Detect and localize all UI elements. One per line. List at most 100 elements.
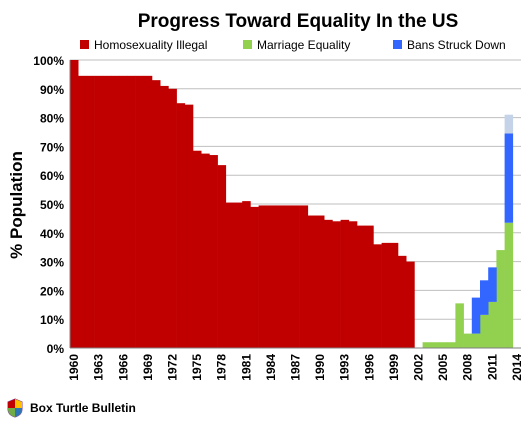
bar-series-3 — [504, 114, 514, 134]
bar-marriage-equality — [422, 342, 432, 348]
x-tick-label: 1966 — [116, 354, 130, 381]
bar-homosexuality-illegal — [176, 103, 186, 348]
bar-homosexuality-illegal — [275, 205, 284, 348]
axes — [69, 60, 521, 349]
x-tick-label: 2008 — [461, 354, 475, 381]
legend-swatch — [393, 40, 402, 49]
bar-homosexuality-illegal — [152, 80, 161, 348]
bar-homosexuality-illegal — [111, 75, 120, 348]
bar-homosexuality-illegal — [316, 215, 325, 348]
bar-homosexuality-illegal — [365, 225, 374, 348]
bar-homosexuality-illegal — [102, 75, 112, 348]
bar-homosexuality-illegal — [127, 75, 136, 348]
y-tick-label: 0% — [47, 342, 65, 356]
bar-homosexuality-illegal — [398, 255, 407, 348]
y-tick-label: 20% — [40, 284, 64, 298]
y-tick-label: 100% — [33, 54, 64, 68]
turtle-shield-icon — [7, 398, 23, 418]
chart-title: Progress Toward Equality In the US — [138, 11, 459, 32]
y-tick-label: 70% — [40, 140, 64, 154]
bar-homosexuality-illegal — [168, 88, 177, 349]
bar-marriage-equality — [496, 250, 505, 348]
x-tick-label: 1990 — [313, 354, 327, 381]
bar-homosexuality-illegal — [143, 75, 153, 348]
bar-homosexuality-illegal — [357, 225, 366, 348]
bars — [70, 60, 514, 349]
bar-homosexuality-illegal — [332, 221, 341, 348]
bar-homosexuality-illegal — [406, 261, 415, 348]
bar-bans-struck-down — [471, 297, 481, 334]
bar-homosexuality-illegal — [373, 244, 382, 348]
bar-marriage-equality — [430, 342, 440, 348]
y-axis-title: % Population — [7, 151, 26, 259]
bar-homosexuality-illegal — [266, 205, 276, 348]
bar-homosexuality-illegal — [184, 104, 194, 348]
bar-homosexuality-illegal — [94, 75, 104, 348]
bar-homosexuality-illegal — [160, 85, 169, 349]
y-tick-label: 10% — [40, 313, 64, 327]
legend-label: Homosexuality Illegal — [94, 38, 207, 52]
bar-homosexuality-illegal — [242, 201, 251, 348]
bar-homosexuality-illegal — [201, 153, 210, 348]
y-tick-label: 90% — [40, 83, 64, 97]
bar-homosexuality-illegal — [250, 206, 259, 348]
bar-marriage-equality — [463, 333, 473, 348]
x-tick-label: 2014 — [510, 354, 524, 381]
bar-homosexuality-illegal — [283, 205, 292, 348]
y-tick-label: 60% — [40, 169, 64, 183]
bar-bans-struck-down — [504, 133, 514, 223]
legend-swatch — [80, 40, 89, 49]
bar-homosexuality-illegal — [209, 155, 218, 348]
x-tick-label: 1963 — [92, 354, 106, 381]
y-tick-labels: 0% 10% 20% 30% 40% 50% 60% 70% 80% 90% 100% — [33, 54, 64, 356]
bar-homosexuality-illegal — [340, 219, 350, 348]
x-tick-label: 1984 — [264, 354, 278, 381]
bar-homosexuality-illegal — [389, 242, 399, 348]
y-tick-label: 30% — [40, 256, 64, 270]
bar-homosexuality-illegal — [135, 75, 145, 348]
x-tick-label: 1993 — [338, 354, 352, 381]
bar-marriage-equality — [504, 222, 514, 348]
x-tick-labels: 1960 1963 1966 1969 1972 1975 1978 1981 1984 1987… — [67, 354, 524, 381]
bar-homosexuality-illegal — [234, 202, 243, 348]
bar-homosexuality-illegal — [193, 150, 202, 348]
brand-logo-block: Box Turtle Bulletin — [6, 398, 136, 418]
bar-bans-struck-down — [488, 267, 497, 302]
y-tick-label: 40% — [40, 227, 64, 241]
x-tick-label: 1999 — [387, 354, 401, 381]
bar-homosexuality-illegal — [307, 215, 317, 348]
legend: Homosexuality Illegal Marriage Equality Ba… — [80, 38, 506, 52]
y-tick-label: 50% — [40, 198, 64, 212]
bar-homosexuality-illegal — [324, 219, 333, 348]
x-tick-label: 1972 — [166, 354, 180, 381]
bar-marriage-equality — [488, 301, 497, 348]
bar-homosexuality-illegal — [119, 75, 128, 348]
x-tick-label: 2005 — [436, 354, 450, 381]
x-tick-label: 2002 — [412, 354, 426, 381]
x-tick-label: 1981 — [239, 354, 253, 381]
bar-marriage-equality — [447, 342, 456, 348]
bar-homosexuality-illegal — [86, 75, 95, 348]
bar-homosexuality-illegal — [78, 75, 87, 348]
bar-homosexuality-illegal — [348, 221, 358, 348]
bar-homosexuality-illegal — [291, 205, 300, 348]
bar-homosexuality-illegal — [225, 202, 235, 348]
bar-homosexuality-illegal — [299, 205, 309, 348]
brand-name: Box Turtle Bulletin — [30, 401, 136, 415]
x-tick-label: 1978 — [215, 354, 229, 381]
x-tick-label: 1975 — [190, 354, 204, 381]
legend-label: Bans Struck Down — [407, 38, 506, 52]
x-tick-label: 1969 — [141, 354, 155, 381]
bar-homosexuality-illegal — [217, 165, 227, 348]
bar-homosexuality-illegal — [258, 205, 268, 348]
bar-marriage-equality — [439, 342, 448, 348]
bar-marriage-equality — [455, 303, 464, 348]
bar-homosexuality-illegal — [381, 242, 391, 348]
bar-bans-struck-down — [480, 280, 489, 315]
legend-label: Marriage Equality — [257, 38, 350, 52]
x-tick-label: 1996 — [362, 354, 376, 381]
x-tick-label: 2011 — [485, 354, 499, 380]
x-tick-label: 1987 — [289, 354, 303, 381]
